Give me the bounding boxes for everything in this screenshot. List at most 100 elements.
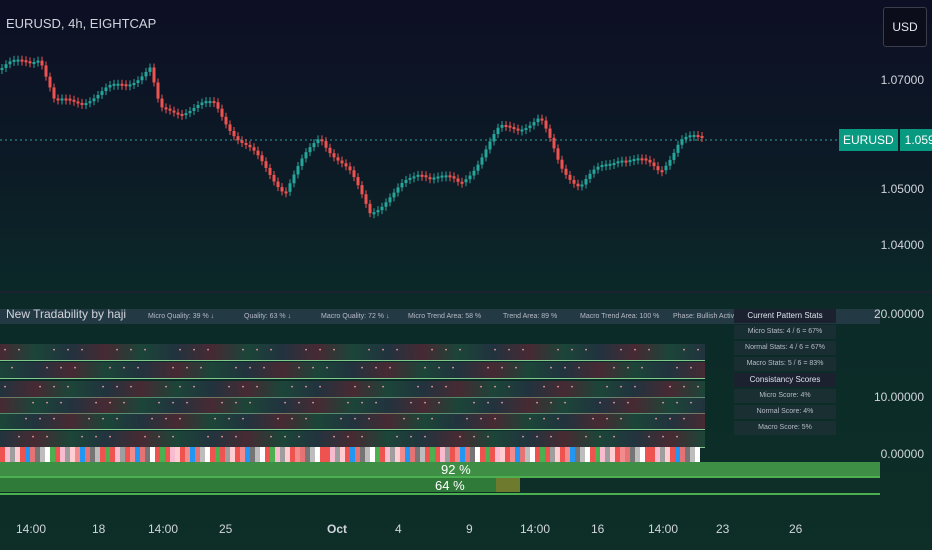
- strip-cell: [315, 447, 320, 462]
- score-bar-1-label: 92 %: [441, 462, 471, 477]
- strip-cell: [645, 447, 650, 462]
- candle: [20, 59, 24, 62]
- signal-dot: •: [249, 401, 252, 407]
- strip-cell: [165, 447, 170, 462]
- candle: [288, 183, 292, 192]
- candle: [444, 175, 448, 178]
- signal-dot: •: [361, 401, 364, 407]
- strip-cell: [485, 447, 490, 462]
- indicator-title[interactable]: New Tradability by haji: [6, 307, 127, 321]
- signal-dot: •: [361, 435, 364, 441]
- candle: [32, 61, 36, 64]
- table-row: Normal Stats: 4 / 6 = 67%: [734, 341, 836, 355]
- candle: [520, 129, 524, 132]
- signal-dot: •: [452, 366, 455, 372]
- signal-dot: •: [270, 435, 273, 441]
- signal-dot: •: [256, 385, 259, 391]
- candle: [676, 144, 680, 153]
- candle: [0, 67, 4, 70]
- candle: [660, 170, 664, 173]
- signal-dot: •: [333, 435, 336, 441]
- candle: [344, 163, 348, 167]
- currency-button[interactable]: USD: [883, 7, 927, 47]
- candle: [264, 161, 268, 168]
- candle: [336, 157, 340, 161]
- strip-cell: [340, 447, 345, 462]
- candle: [460, 181, 464, 184]
- strip-cell: [465, 447, 470, 462]
- candle: [628, 160, 632, 163]
- table-header: Consistancy Scores: [734, 373, 836, 387]
- candle: [44, 65, 48, 77]
- signal-dot: •: [410, 401, 413, 407]
- candle: [164, 107, 168, 110]
- signal-dot: •: [613, 435, 616, 441]
- signal-dot: •: [585, 348, 588, 354]
- candle: [96, 94, 100, 99]
- candle: [592, 169, 596, 174]
- stat-phase: Phase: Bullish Active: [673, 313, 738, 320]
- candle: [316, 139, 320, 144]
- strip-cell: [40, 447, 45, 462]
- candle: [268, 167, 272, 175]
- strip-cell: [480, 447, 485, 462]
- strip-cell: [150, 447, 155, 462]
- strip-cell: [385, 447, 390, 462]
- signal-dot: •: [158, 435, 161, 441]
- time-axis-label: 4: [395, 522, 402, 536]
- pane-separator[interactable]: [0, 291, 932, 293]
- strip-cell: [665, 447, 670, 462]
- candle: [664, 165, 668, 171]
- signal-dot: •: [697, 385, 700, 391]
- signal-dot: •: [382, 385, 385, 391]
- candle: [184, 113, 188, 116]
- strip-cell: [575, 447, 580, 462]
- signal-dot: •: [312, 366, 315, 372]
- candle: [356, 177, 360, 186]
- signal-dot: •: [235, 366, 238, 372]
- candle: [656, 166, 660, 171]
- signal-dot: •: [543, 385, 546, 391]
- signal-dot: •: [438, 366, 441, 372]
- strip-cell: [640, 447, 645, 462]
- candlestick-chart[interactable]: [0, 0, 840, 290]
- strip-cell: [245, 447, 250, 462]
- strip-cell: [0, 447, 5, 462]
- candle: [536, 118, 540, 123]
- candle: [240, 140, 244, 143]
- table-header: Current Pattern Stats: [734, 309, 836, 323]
- strip-cell: [230, 447, 235, 462]
- signal-dot: •: [627, 366, 630, 372]
- signal-dot: •: [340, 417, 343, 423]
- signal-dot: •: [81, 348, 84, 354]
- candle: [580, 184, 584, 187]
- candle: [84, 103, 88, 106]
- signal-dot: •: [480, 417, 483, 423]
- strip-cell: [240, 447, 245, 462]
- candle: [556, 148, 560, 160]
- strip-cell: [180, 447, 185, 462]
- signal-dot: •: [648, 435, 651, 441]
- candle: [392, 192, 396, 198]
- candle: [320, 139, 324, 142]
- signal-dot: •: [319, 385, 322, 391]
- signal-dot: •: [179, 385, 182, 391]
- candle: [300, 158, 304, 166]
- signal-dot: •: [536, 401, 539, 407]
- signal-dot: •: [235, 401, 238, 407]
- candle: [452, 176, 456, 179]
- candle: [596, 166, 600, 170]
- candle: [684, 136, 688, 140]
- strip-cell: [365, 447, 370, 462]
- candle: [680, 139, 684, 145]
- stat-micro-trend-area: Micro Trend Area: 58 %: [408, 313, 482, 320]
- signal-dot: •: [67, 385, 70, 391]
- candle: [668, 159, 672, 166]
- signal-dot: •: [109, 435, 112, 441]
- signal-dot: •: [361, 366, 364, 372]
- signal-dot: •: [95, 435, 98, 441]
- candle: [384, 202, 388, 207]
- signal-dot: •: [4, 348, 7, 354]
- time-axis-label: 14:00: [148, 522, 179, 536]
- signal-dot: •: [326, 366, 329, 372]
